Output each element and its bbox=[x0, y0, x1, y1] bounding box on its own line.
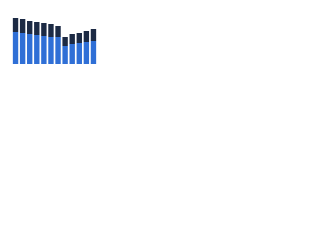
bar-segment bbox=[48, 37, 54, 64]
bar-segment bbox=[12, 18, 19, 32]
bar-segment bbox=[90, 41, 97, 64]
bar-segment bbox=[34, 35, 40, 64]
bar-segment bbox=[83, 42, 90, 64]
bar-segment bbox=[48, 24, 54, 37]
bar-segment bbox=[62, 37, 68, 46]
bar-segment bbox=[19, 33, 26, 64]
bar-segment bbox=[83, 31, 90, 42]
bar-segment bbox=[62, 46, 68, 64]
bar-segment bbox=[55, 26, 61, 37]
page: (() => { const data = JSON.parse(documen… bbox=[0, 0, 320, 71]
bar-segment bbox=[55, 37, 61, 64]
bar-segment bbox=[69, 34, 75, 44]
bar-segment bbox=[41, 23, 47, 36]
bar-segment bbox=[27, 21, 33, 34]
chart bbox=[12, 18, 97, 64]
bar-segment bbox=[19, 19, 26, 33]
bar-segment bbox=[34, 22, 40, 35]
bar-segment bbox=[12, 32, 19, 64]
bar-segment bbox=[76, 43, 82, 64]
bar-segment bbox=[27, 34, 33, 64]
bar-segment bbox=[90, 29, 97, 41]
bar-segment bbox=[41, 36, 47, 64]
bar-segment bbox=[76, 33, 82, 43]
bar-segment bbox=[69, 44, 75, 64]
